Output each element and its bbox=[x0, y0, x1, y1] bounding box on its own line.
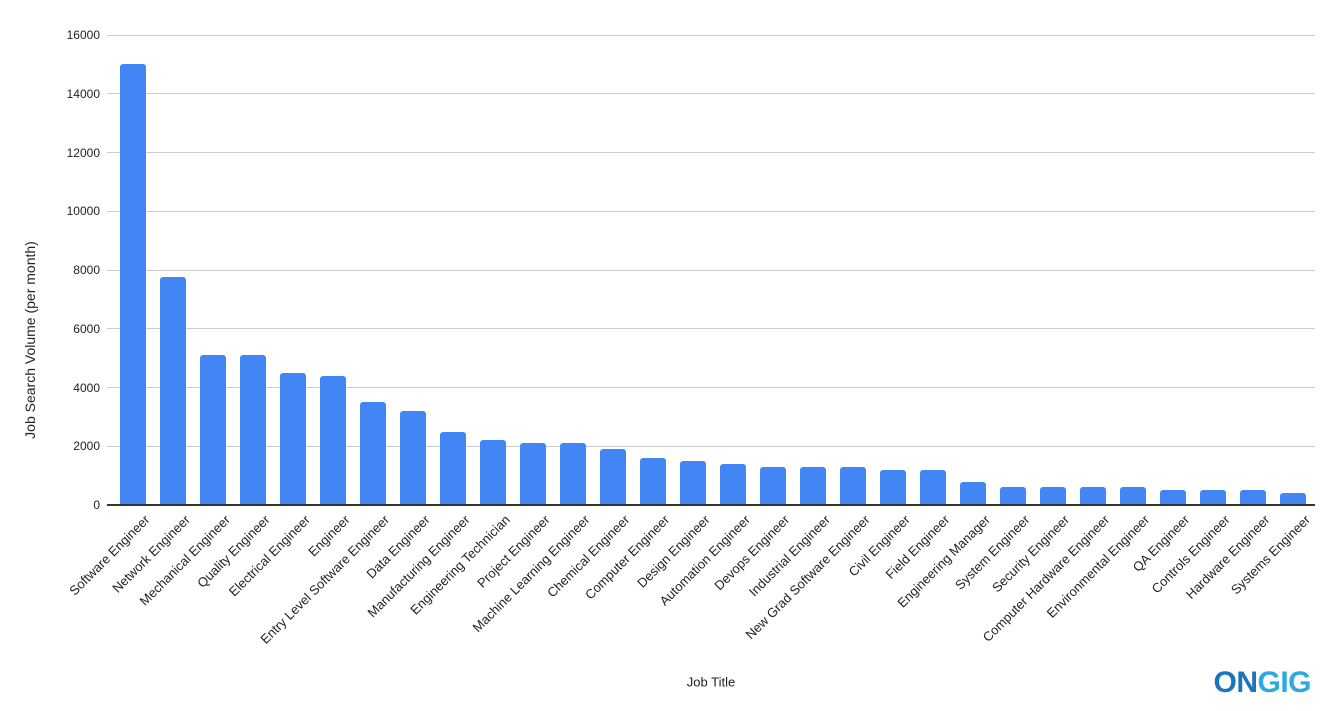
bar bbox=[840, 466, 866, 505]
bar bbox=[200, 355, 226, 505]
x-axis-title: Job Title bbox=[686, 674, 736, 690]
bar bbox=[280, 372, 306, 505]
bar bbox=[360, 402, 386, 505]
bar bbox=[1280, 493, 1306, 505]
bar bbox=[240, 355, 266, 505]
bar bbox=[400, 411, 426, 505]
bar bbox=[120, 64, 146, 505]
bar bbox=[800, 466, 826, 505]
bar bbox=[680, 460, 706, 505]
bar bbox=[1200, 490, 1226, 505]
bar bbox=[920, 469, 946, 505]
bar bbox=[1000, 487, 1026, 505]
ongig-logo-gig: GIG bbox=[1257, 666, 1311, 699]
bar bbox=[640, 458, 666, 505]
gridline bbox=[107, 93, 1315, 95]
bar bbox=[1240, 490, 1266, 505]
bar bbox=[880, 469, 906, 505]
x-category-label: Design Engineer bbox=[634, 512, 713, 591]
bar bbox=[960, 481, 986, 505]
bar bbox=[520, 443, 546, 505]
y-tick-label: 2000 bbox=[73, 439, 100, 454]
bar bbox=[160, 277, 186, 505]
bar bbox=[760, 466, 786, 505]
y-tick-label: 8000 bbox=[73, 263, 100, 277]
bar bbox=[480, 440, 506, 505]
bar bbox=[560, 443, 586, 505]
y-tick-label: 12000 bbox=[66, 145, 100, 160]
gridline bbox=[107, 34, 1315, 36]
bar bbox=[1080, 487, 1106, 505]
y-tick-label: 6000 bbox=[73, 321, 100, 336]
bar bbox=[1160, 490, 1186, 505]
y-axis-title: Job Search Volume (per month) bbox=[22, 241, 38, 439]
y-tick-label: 0 bbox=[93, 498, 100, 512]
y-tick-label: 10000 bbox=[66, 204, 100, 219]
bar bbox=[320, 375, 346, 505]
x-axis-line bbox=[107, 504, 1315, 506]
ongig-logo-on: ON bbox=[1213, 666, 1258, 699]
gridline bbox=[107, 387, 1315, 388]
gridline bbox=[107, 269, 1315, 271]
y-tick-label: 16000 bbox=[66, 28, 100, 42]
gridline bbox=[107, 445, 1315, 447]
y-tick-label: 14000 bbox=[66, 86, 100, 101]
bar bbox=[1040, 487, 1066, 505]
y-tick-label: 4000 bbox=[73, 380, 100, 395]
bar bbox=[720, 463, 746, 505]
x-category-label: Quality Engineer bbox=[194, 512, 273, 591]
bar bbox=[440, 431, 466, 505]
gridline bbox=[107, 210, 1315, 212]
gridline bbox=[107, 328, 1315, 330]
gridline bbox=[107, 152, 1315, 153]
ongig-logo: ONGIG bbox=[1213, 666, 1311, 700]
bar bbox=[1120, 487, 1146, 505]
bar bbox=[600, 449, 626, 505]
